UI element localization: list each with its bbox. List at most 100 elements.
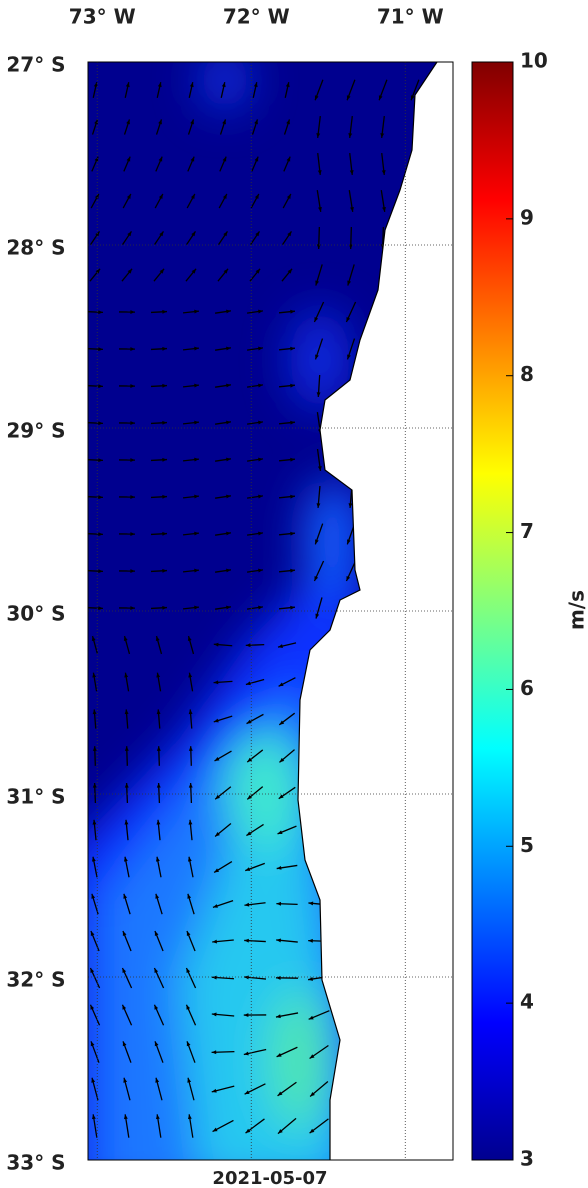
wind-arrow — [246, 309, 264, 314]
lat-tick-label: 30° S — [6, 602, 65, 626]
arrow-head — [346, 317, 351, 323]
wind-arrow — [246, 346, 264, 351]
wind-arrow — [245, 678, 265, 686]
arrow-head — [91, 1114, 96, 1120]
wind-arrow — [156, 746, 161, 766]
arrow-head — [226, 346, 231, 351]
arrow-head — [154, 1004, 159, 1010]
arrow-head — [226, 309, 231, 314]
arrow-head — [90, 930, 95, 936]
arrow-head — [122, 930, 127, 936]
wind-arrow — [154, 230, 164, 246]
wind-arrow — [279, 749, 295, 763]
wind-arrow — [316, 116, 321, 138]
arrow-head — [315, 613, 320, 619]
wind-arrow — [218, 230, 228, 246]
wind-arrow — [150, 457, 168, 462]
graticule — [88, 61, 453, 1161]
wind-arrow — [245, 643, 265, 648]
wind-arrow — [277, 825, 297, 835]
arrow-head — [255, 268, 261, 274]
wind-arrow — [278, 346, 296, 351]
wind-arrow — [316, 226, 321, 250]
wind-arrow — [313, 560, 325, 582]
arrow-head — [162, 383, 167, 388]
arrow-head — [98, 384, 103, 389]
wind-arrow — [213, 715, 233, 723]
arrow-head — [244, 975, 249, 980]
wind-arrow — [276, 938, 298, 943]
wind-arrow — [118, 532, 136, 536]
arrow-head — [92, 709, 97, 715]
wind-arrow — [186, 930, 196, 952]
wind-arrow — [278, 457, 296, 462]
wind-arrow — [187, 1077, 195, 1101]
lat-tick-label: 27° S — [6, 53, 65, 77]
wind-arrow — [91, 1114, 98, 1138]
arrow-head — [127, 268, 133, 274]
wind-arrow — [211, 1012, 235, 1017]
wind-arrow — [122, 930, 132, 952]
arrow-head — [287, 268, 293, 274]
colorbar: 3 4 5 6 7 8 9 10 — [471, 49, 548, 1171]
arrow-head — [186, 930, 191, 936]
colorbar-tick-label: 10 — [520, 49, 548, 73]
wind-arrow — [91, 156, 99, 172]
arrow-head — [226, 605, 231, 610]
arrow-head — [156, 782, 161, 788]
wind-arrow — [118, 458, 136, 462]
arrow-head — [98, 606, 103, 611]
arrow-head — [155, 856, 160, 862]
arrow-head — [244, 1090, 250, 1095]
arrow-head — [187, 893, 192, 899]
wind-arrow — [214, 346, 232, 351]
wind-arrow — [154, 930, 164, 952]
wind-arrow — [283, 119, 291, 135]
arrow-head — [98, 310, 103, 315]
wind-arrow — [91, 635, 99, 655]
arrow-head — [276, 1053, 282, 1057]
wind-arrow — [282, 230, 292, 246]
wind-arrow — [380, 190, 386, 212]
wind-arrow — [155, 119, 163, 135]
lon-tick-label: 73° W — [69, 5, 136, 29]
wind-arrow — [186, 193, 196, 209]
wind-arrow — [214, 494, 232, 499]
arrow-head — [123, 893, 128, 899]
wind-arrow — [278, 531, 296, 536]
wind-arrow — [219, 156, 227, 172]
arrow-head — [126, 193, 131, 199]
arrow-head — [156, 709, 161, 715]
arrow-head — [162, 568, 167, 573]
wind-arrow — [277, 1117, 297, 1135]
wind-arrow — [88, 310, 104, 315]
wind-arrow — [124, 819, 129, 841]
arrow-head — [382, 207, 386, 212]
arrow-head — [155, 893, 160, 899]
wind-arrow — [345, 301, 357, 323]
wind-arrow — [346, 338, 356, 360]
arrow-head — [222, 193, 227, 199]
wind-arrow — [211, 975, 235, 980]
arrow-head — [278, 682, 284, 687]
wind-arrow — [214, 750, 232, 762]
arrow-head — [410, 95, 415, 101]
arrow-head — [156, 746, 161, 751]
arrow-head — [124, 782, 129, 788]
arrow-head — [188, 782, 193, 788]
arrow-head — [158, 156, 163, 162]
wind-arrow — [182, 531, 200, 536]
wind-arrow — [349, 152, 354, 176]
wind-arrow — [91, 893, 99, 915]
arrow-head — [191, 268, 197, 274]
arrow-head — [94, 119, 98, 125]
wind-arrow — [88, 421, 104, 426]
arrow-head — [275, 1014, 281, 1019]
wind-arrow — [309, 1081, 329, 1097]
arrow-head — [154, 967, 159, 973]
arrow-head — [290, 420, 295, 425]
arrow-head — [158, 193, 163, 199]
wind-arrow — [155, 1114, 162, 1138]
arrow-head — [186, 1041, 191, 1047]
arrow-head — [188, 709, 193, 715]
